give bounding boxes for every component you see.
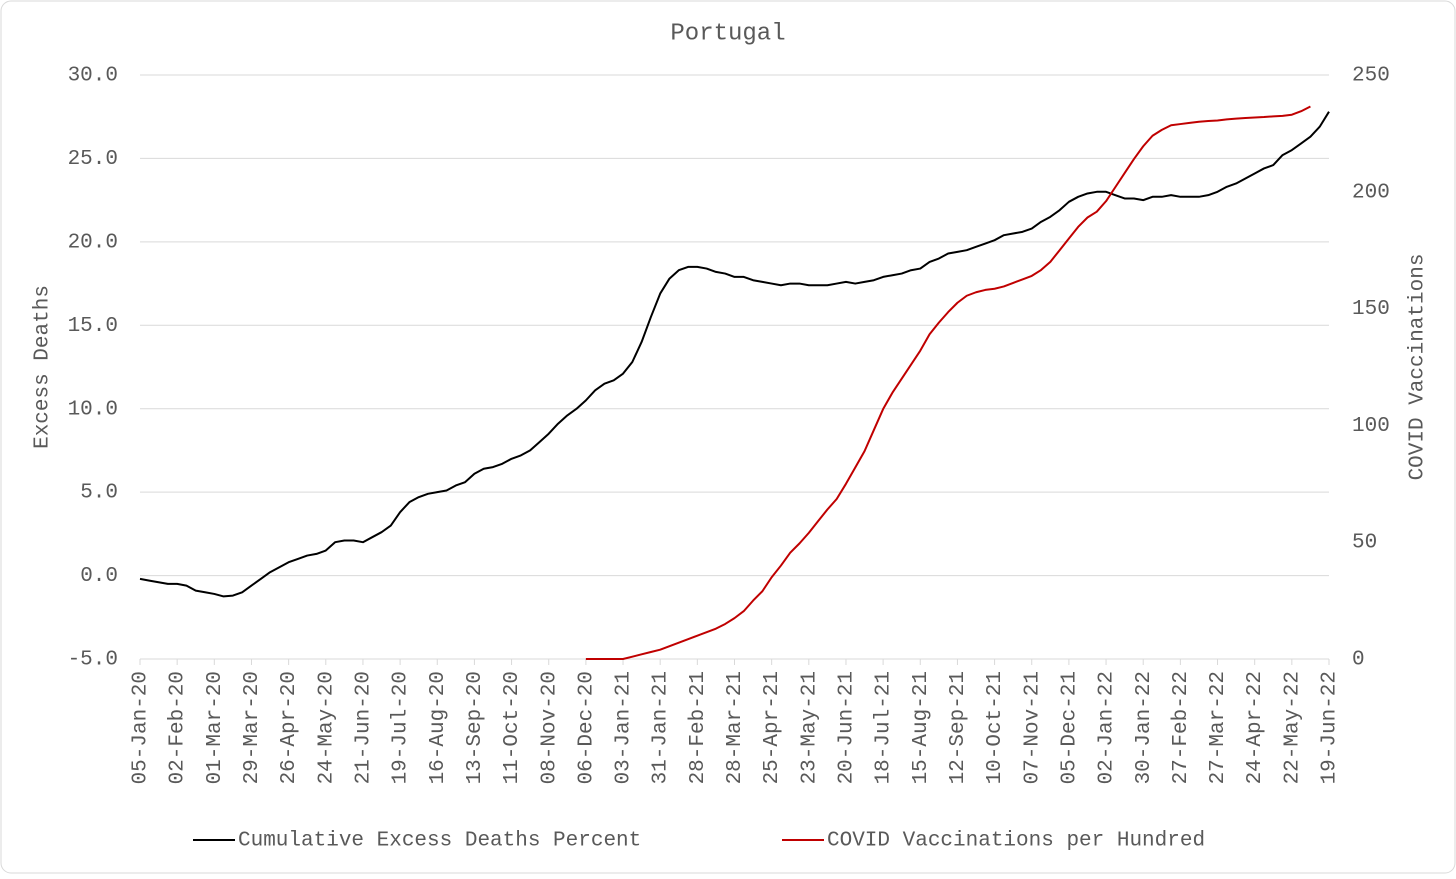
y-tick-label: 10.0 — [68, 398, 118, 421]
x-tick-label: 29-Mar-20 — [241, 671, 264, 784]
x-tick-label: 13-Sep-20 — [464, 671, 487, 784]
y-tick-label: -5.0 — [68, 649, 118, 672]
series-line — [585, 105, 1311, 660]
x-tick-label: 15-Aug-21 — [910, 671, 933, 784]
y-tick-label: 15.0 — [68, 315, 118, 338]
x-tick-label: 19-Jun-22 — [1319, 671, 1342, 784]
y2-axis-title: COVID Vaccinations — [1407, 254, 1430, 481]
x-tick-label: 24-Apr-22 — [1244, 671, 1267, 784]
x-tick-label: 19-Jul-20 — [390, 671, 413, 784]
x-tick-label: 12-Sep-21 — [947, 671, 970, 784]
x-tick-label: 28-Feb-21 — [687, 671, 710, 784]
x-tick-label: 11-Oct-20 — [501, 671, 524, 784]
x-tick-label: 03-Jan-21 — [613, 671, 636, 784]
x-tick-label: 25-Apr-21 — [761, 671, 784, 784]
legend-label: COVID Vaccinations per Hundred — [827, 830, 1205, 853]
x-tick-label: 05-Dec-21 — [1058, 671, 1081, 784]
y2-tick-label: 100 — [1352, 415, 1390, 438]
y-tick-label: 5.0 — [80, 482, 118, 505]
x-tick-label: 31-Jan-21 — [650, 671, 673, 784]
series-line — [139, 111, 1330, 598]
y-tick-label: 0.0 — [80, 565, 118, 588]
x-tick-label: 30-Jan-22 — [1133, 671, 1156, 784]
x-tick-label: 07-Nov-21 — [1021, 671, 1044, 784]
x-tick-label: 27-Mar-22 — [1207, 671, 1230, 784]
x-tick-label: 24-May-20 — [315, 671, 338, 784]
y2-tick-label: 250 — [1352, 65, 1390, 88]
x-tick-label: 08-Nov-20 — [538, 671, 561, 784]
x-tick-label: 26-Apr-20 — [278, 671, 301, 784]
y2-tick-label: 200 — [1352, 181, 1390, 204]
y2-tick-label: 0 — [1352, 649, 1365, 672]
x-tick-label: 06-Dec-20 — [575, 671, 598, 784]
y2-tick-label: 50 — [1352, 532, 1377, 555]
x-tick-label: 23-May-21 — [798, 671, 821, 784]
x-tick-label: 01-Mar-20 — [204, 671, 227, 784]
y-tick-label: 30.0 — [68, 65, 118, 88]
x-tick-label: 27-Feb-22 — [1170, 671, 1193, 784]
x-tick-label: 02-Jan-22 — [1096, 671, 1119, 784]
x-tick-label: 16-Aug-20 — [427, 671, 450, 784]
y-axis-title: Excess Deaths — [32, 285, 55, 449]
x-tick-label: 18-Jul-21 — [873, 671, 896, 784]
legend-label: Cumulative Excess Deaths Percent — [238, 830, 641, 853]
x-tick-label: 02-Feb-20 — [167, 671, 190, 784]
x-tick-label: 05-Jan-20 — [130, 671, 153, 784]
x-tick-label: 10-Oct-21 — [984, 671, 1007, 784]
y-tick-label: 20.0 — [68, 231, 118, 254]
y-tick-label: 25.0 — [68, 148, 118, 171]
x-tick-label: 28-Mar-21 — [724, 671, 747, 784]
chart-title: Portugal — [670, 20, 785, 47]
x-tick-label: 20-Jun-21 — [836, 671, 859, 784]
x-tick-label: 22-May-22 — [1281, 671, 1304, 784]
y2-tick-label: 150 — [1352, 298, 1390, 321]
x-tick-label: 21-Jun-20 — [352, 671, 375, 784]
